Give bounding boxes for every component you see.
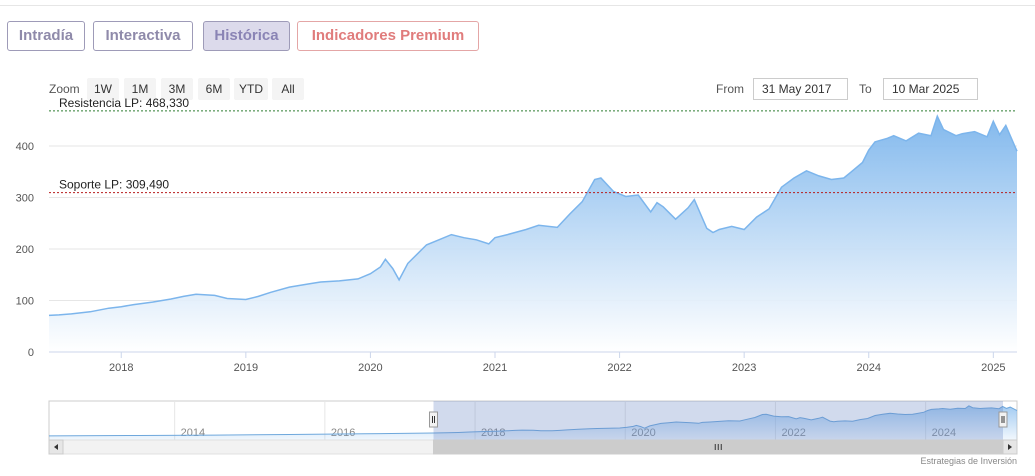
- zoom-3m-button[interactable]: 3M: [161, 78, 193, 100]
- zoom-1w-button[interactable]: 1W: [87, 78, 119, 100]
- tab-indicadores-premium[interactable]: Indicadores Premium: [297, 21, 479, 51]
- to-date-input[interactable]: 10 Mar 2025: [883, 78, 978, 100]
- navigator-right-handle[interactable]: [998, 411, 1008, 428]
- scroll-right-arrow-icon: [1008, 444, 1012, 450]
- x-tick-label: 2024: [857, 362, 881, 374]
- x-tick-label: 2019: [234, 362, 258, 374]
- x-tick-label: 2020: [358, 362, 382, 374]
- to-label: To: [859, 82, 872, 96]
- navigator-line: [48, 405, 1018, 437]
- x-tick-label: 2022: [607, 362, 631, 374]
- resistance-label: Resistencia LP: 468,330: [59, 96, 189, 110]
- zoom-6m-button[interactable]: 6M: [198, 78, 230, 100]
- support-label: Soporte LP: 309,490: [59, 178, 169, 192]
- navigator-left-handle[interactable]: [428, 411, 438, 428]
- credit-text: Estrategias de Inversión: [920, 456, 1017, 466]
- x-tick-label: 2023: [732, 362, 756, 374]
- y-tick-label: 100: [16, 296, 34, 308]
- tab-historica[interactable]: Histórica: [203, 21, 290, 51]
- zoom-label: Zoom: [49, 82, 80, 96]
- from-label: From: [716, 82, 744, 96]
- zoom-1m-button[interactable]: 1M: [124, 78, 156, 100]
- zoom-ytd-button[interactable]: YTD: [234, 78, 268, 100]
- from-date-input[interactable]: 31 May 2017: [753, 78, 848, 100]
- zoom-all-button[interactable]: All: [272, 78, 304, 100]
- tab-intradia[interactable]: Intradía: [7, 21, 85, 51]
- price-line: [48, 114, 1018, 317]
- top-divider: [0, 5, 1035, 6]
- x-tick-label: 2018: [109, 362, 133, 374]
- y-tick-label: 0: [28, 347, 34, 359]
- x-tick-label: 2025: [981, 362, 1005, 374]
- y-tick-label: 300: [16, 193, 34, 205]
- scroll-left-arrow-icon: [54, 444, 58, 450]
- x-tick-label: 2021: [483, 362, 507, 374]
- navigator-area: [49, 405, 1017, 440]
- y-tick-label: 200: [16, 244, 34, 256]
- price-area-fill: [49, 116, 1017, 352]
- tab-interactiva[interactable]: Interactiva: [93, 21, 193, 51]
- y-tick-label: 400: [16, 141, 34, 153]
- navigator-selection: [433, 401, 1003, 440]
